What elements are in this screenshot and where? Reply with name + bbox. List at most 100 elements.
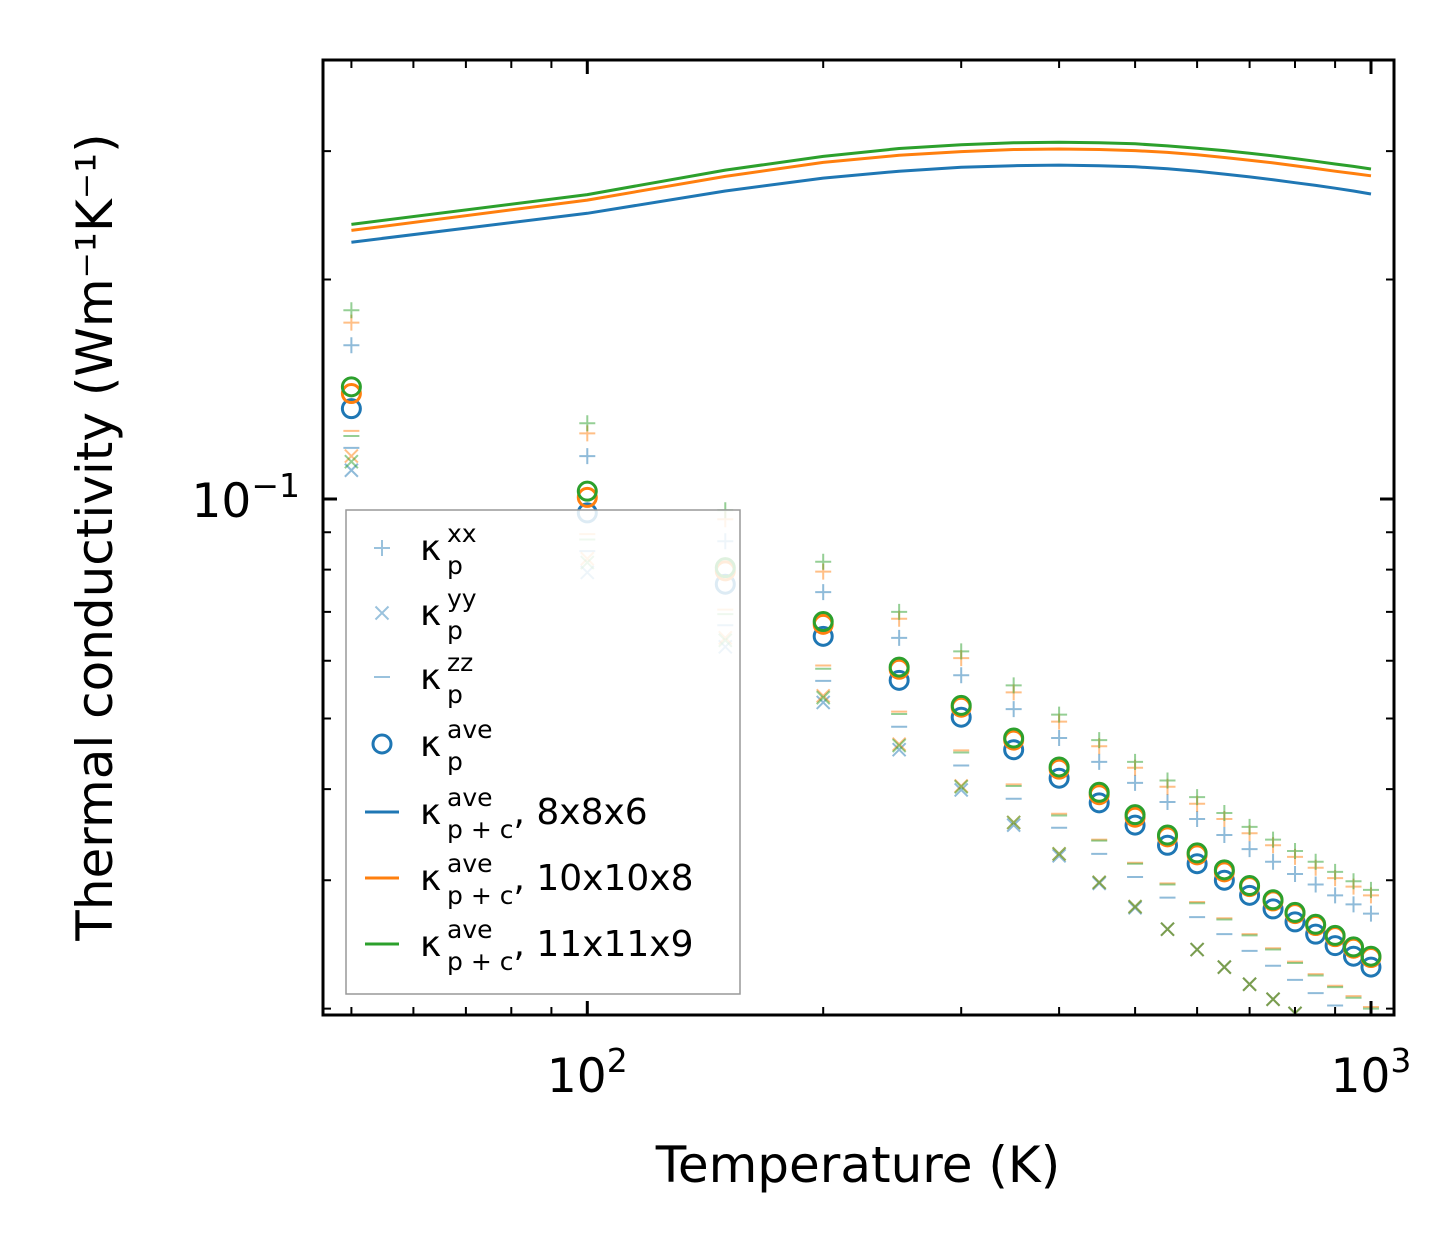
- x-axis-label: Temperature (K): [655, 1136, 1060, 1194]
- kxx-point: [1091, 732, 1108, 749]
- kave-point: [950, 694, 972, 716]
- kxx-point: [1287, 842, 1304, 859]
- kave-point: [1156, 824, 1178, 846]
- kxx-point: [1345, 896, 1362, 913]
- kave-point: [1305, 913, 1327, 935]
- kave-point: [950, 706, 972, 728]
- kave-point: [1239, 875, 1261, 897]
- kxx-point: [1241, 841, 1258, 858]
- kyy-point: [953, 779, 969, 794]
- kave-point: [1003, 739, 1025, 761]
- series-11x11x9-average: [340, 376, 1382, 967]
- kxx-point: [1362, 905, 1379, 922]
- kave-point: [1156, 834, 1178, 856]
- kxx-point: [1189, 810, 1206, 827]
- kave-point: [812, 611, 834, 633]
- kave-point: [1360, 956, 1382, 978]
- total-line-10x10x8: [351, 147, 1372, 232]
- legend-item-line2: κ ave p + c, 10x10x8: [365, 849, 694, 910]
- kxx-point: [815, 553, 832, 570]
- kxx-point: [1216, 804, 1233, 821]
- legend-box: [345, 509, 741, 995]
- kxx-point: [1327, 887, 1344, 904]
- kxx-point: [1127, 774, 1144, 791]
- kave-point: [1305, 923, 1327, 945]
- legend-label-kave: κ ave p: [420, 715, 493, 776]
- kyy-point: [1217, 959, 1232, 975]
- legend-item-line3: κ ave p + c, 11x11x9: [365, 915, 694, 976]
- kxx-point: [343, 302, 360, 319]
- kxx-point: [1327, 863, 1344, 880]
- kave-point: [1239, 884, 1261, 906]
- kxx-point: [1005, 701, 1022, 718]
- kave-point: [340, 376, 362, 398]
- kyy-point: [1051, 846, 1067, 862]
- legend-marker-kyy: [374, 605, 390, 621]
- kxx-point: [579, 415, 596, 432]
- y-tick-label: 10−1: [192, 466, 300, 529]
- kave-point: [888, 669, 910, 691]
- kxx-point: [1265, 831, 1282, 848]
- kyy-point: [815, 695, 831, 710]
- x-tick-label: 102: [547, 1041, 628, 1104]
- legend-label-line3: κ ave p + c, 11x11x9: [420, 915, 694, 976]
- kyy-point: [1160, 921, 1175, 937]
- axis-ticks: 102 103 10−1: [192, 59, 1412, 1104]
- kave-point: [1343, 936, 1365, 958]
- legend-marker-kave: [371, 733, 393, 755]
- kyy-point: [1006, 815, 1021, 830]
- kave-point: [1213, 859, 1235, 881]
- kave-point: [1284, 911, 1306, 933]
- kave-point: [1213, 869, 1235, 891]
- kxx-point: [1307, 853, 1324, 870]
- kyy-point: [1051, 848, 1067, 864]
- kave-point: [1284, 901, 1306, 923]
- kxx-point: [1159, 794, 1176, 811]
- kyy-point: [344, 454, 359, 469]
- kave-point: [1360, 945, 1382, 967]
- kxx-point: [1287, 865, 1304, 882]
- kyy-point: [1127, 899, 1143, 914]
- kave-point: [1124, 814, 1146, 836]
- y-axis-label: Thermal conductivity (Wm⁻¹K⁻¹): [66, 133, 124, 941]
- kyy-point: [1091, 875, 1107, 890]
- kxx-point: [579, 448, 596, 465]
- kave-point: [1186, 842, 1208, 864]
- x-tick-label: 103: [1331, 1041, 1412, 1104]
- kxx-point: [1159, 772, 1176, 789]
- kxx-point: [1051, 706, 1068, 723]
- kave-point: [1262, 889, 1284, 911]
- kyy-point: [953, 782, 969, 798]
- kave-point: [1124, 804, 1146, 826]
- kxx-point: [1005, 677, 1022, 694]
- kxx-point: [1307, 876, 1324, 893]
- kave-point: [1048, 767, 1070, 789]
- legend-label-kyy: κ yy p: [420, 584, 477, 645]
- kxx-point: [1265, 853, 1282, 870]
- kave-point: [1088, 781, 1110, 803]
- kxx-point: [891, 603, 908, 620]
- kave-point: [340, 398, 362, 420]
- legend-item-kzz: κ zz p: [374, 648, 473, 709]
- kave-point: [1186, 853, 1208, 875]
- legend-label-kzz: κ zz p: [420, 648, 473, 709]
- kyy-point: [1242, 977, 1257, 992]
- kyy-point: [815, 688, 831, 704]
- kxx-point: [343, 337, 360, 354]
- kxx-point: [953, 643, 970, 660]
- kxx-point: [953, 667, 970, 684]
- kave-point: [576, 480, 598, 502]
- axes-frame: [321, 58, 1396, 1017]
- kave-point: [1262, 898, 1284, 920]
- kave-point: [1048, 756, 1070, 778]
- legend-label-kxx: κ xx p: [420, 519, 477, 580]
- legend-item-kyy: κ yy p: [374, 584, 477, 645]
- kyy-point: [1006, 817, 1021, 833]
- kxx-point: [1051, 730, 1068, 747]
- kxx-point: [1241, 818, 1258, 835]
- kave-point: [340, 383, 362, 405]
- kyy-point: [1265, 992, 1281, 1007]
- total-line-8x8x6: [351, 163, 1372, 244]
